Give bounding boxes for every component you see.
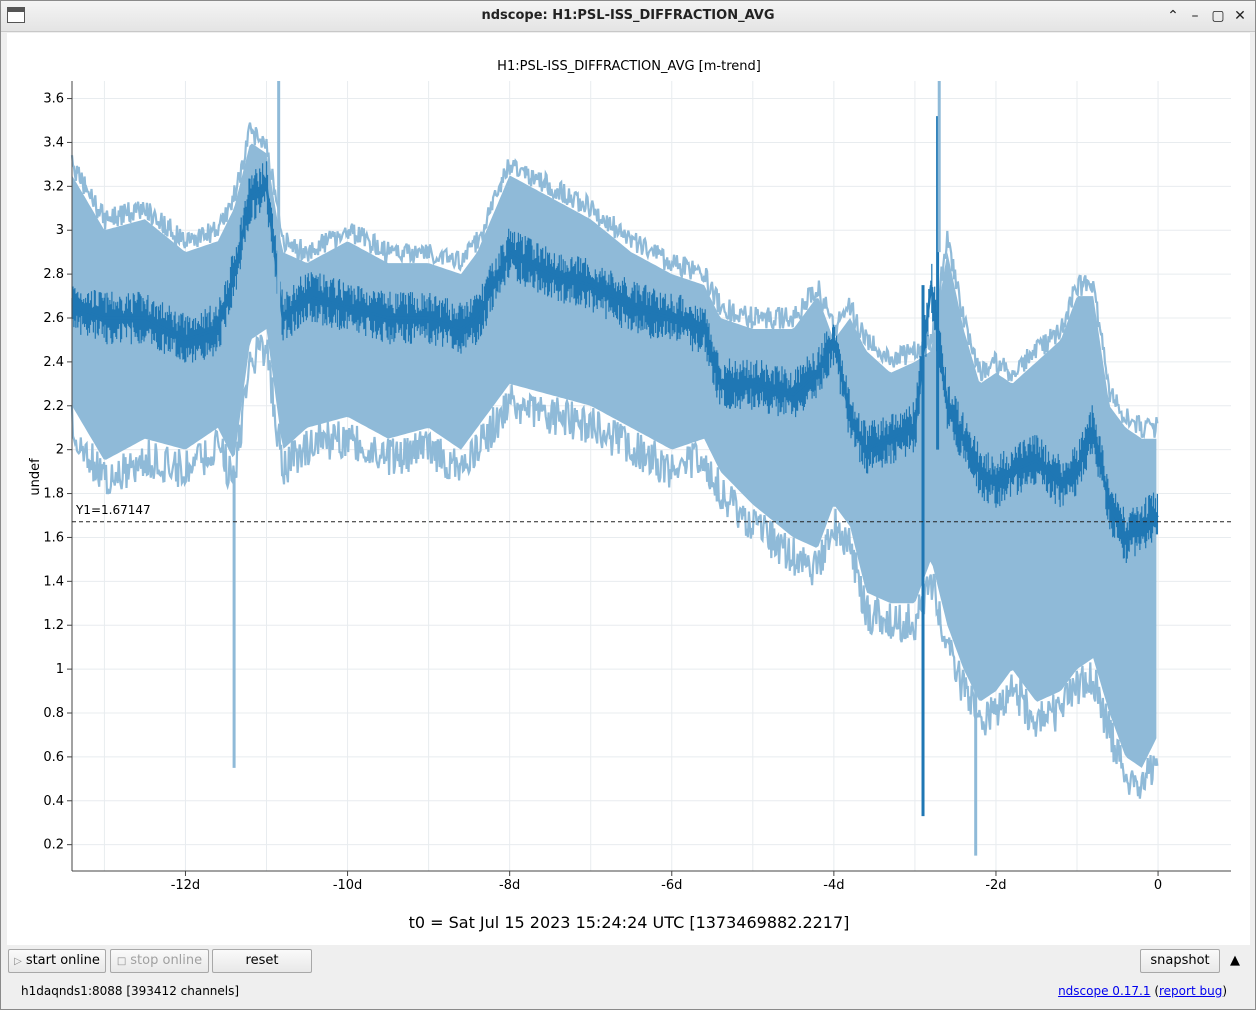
expand-up-icon[interactable]: ▲	[1230, 953, 1240, 968]
paren-open: (	[1154, 984, 1159, 998]
y-axis-label: undef	[28, 458, 43, 496]
y-tick-label: 1.6	[43, 530, 64, 545]
y-tick-label: 3.2	[43, 179, 64, 194]
close-icon[interactable]: ✕	[1234, 8, 1246, 24]
y-tick-label: 1.2	[43, 618, 64, 633]
y-tick-label: 1	[56, 662, 64, 677]
y-tick-label: 2.2	[43, 399, 64, 414]
x-tick-label: -8d	[499, 878, 520, 893]
version-link[interactable]: ndscope 0.17.1	[1058, 984, 1151, 998]
y-tick-label: 0.4	[43, 794, 64, 809]
x-tick-label: -2d	[985, 878, 1006, 893]
x-tick-label: -4d	[823, 878, 844, 893]
snapshot-button[interactable]: snapshot	[1140, 949, 1220, 973]
footer-links: ndscope 0.17.1 (report bug)	[1058, 984, 1227, 998]
x-tick-label: -12d	[171, 878, 201, 893]
y-tick-label: 3	[56, 223, 64, 238]
x-tick-label: 0	[1154, 878, 1162, 893]
play-icon: ▷	[14, 956, 22, 967]
paren-close: )	[1222, 984, 1227, 998]
stop-icon: □	[116, 956, 127, 967]
y-tick-label: 3.4	[43, 135, 64, 150]
maximize-icon[interactable]: ▢	[1211, 8, 1225, 24]
cursor-label: Y1=1.67147	[75, 503, 151, 517]
server-status: h1daqnds1:8088 [393412 channels]	[21, 984, 240, 998]
y-tick-label: 2.4	[43, 355, 64, 370]
plot-title: H1:PSL-ISS_DIFFRACTION_AVG [m-trend]	[497, 59, 761, 74]
trend-chart[interactable]: 0.2 0.4 0.6 0.8 1 1.2 1.4 1.6 1.8 2 2.2 2.4 2.6 2.8 3 3…	[7, 33, 1250, 945]
y-tick-label: 2	[56, 443, 64, 458]
report-bug-link[interactable]: report bug	[1159, 984, 1223, 998]
y-tick-label: 0.6	[43, 750, 64, 765]
title-bar[interactable]: ndscope: H1:PSL-ISS_DIFFRACTION_AVG ⌃ – …	[1, 1, 1255, 32]
mean-line	[71, 184, 1159, 540]
x-tick-label: -10d	[333, 878, 363, 893]
envelope-max-line	[70, 122, 1159, 439]
plot-panel[interactable]: 0.2 0.4 0.6 0.8 1 1.2 1.4 1.6 1.8 2 2.2 2.4 2.6 2.8 3 3…	[7, 33, 1250, 945]
stop-online-button[interactable]: □ stop online	[110, 949, 209, 973]
bottom-toolbar: ▷ start online □ stop online reset snapsho…	[1, 945, 1255, 1009]
y-tick-label: 1.8	[43, 487, 64, 502]
start-online-label: start online	[25, 953, 100, 968]
window-icon	[7, 7, 25, 23]
spikes	[232, 81, 978, 856]
y-tick-label: 1.4	[43, 574, 64, 589]
y-tick-label: 3.6	[43, 92, 64, 107]
minimize-icon[interactable]: –	[1191, 8, 1199, 24]
y-tick-label: 2.6	[43, 311, 64, 326]
y-tick-label: 2.8	[43, 267, 64, 282]
y-tick-label: 0.8	[43, 706, 64, 721]
reset-button[interactable]: reset	[212, 949, 312, 973]
t0-label: t0 = Sat Jul 15 2023 15:24:24 UTC [13734…	[409, 913, 850, 932]
y-tick-label: 0.2	[43, 838, 64, 853]
start-online-button[interactable]: ▷ start online	[8, 949, 106, 973]
axes: 0.2 0.4 0.6 0.8 1 1.2 1.4 1.6 1.8 2 2.2 2.4 2.6 2.8 3 3…	[43, 81, 1231, 893]
window-title: ndscope: H1:PSL-ISS_DIFFRACTION_AVG	[481, 8, 775, 23]
chevron-up-icon[interactable]: ⌃	[1167, 8, 1179, 24]
x-tick-label: -6d	[661, 878, 682, 893]
stop-online-label: stop online	[130, 953, 203, 968]
